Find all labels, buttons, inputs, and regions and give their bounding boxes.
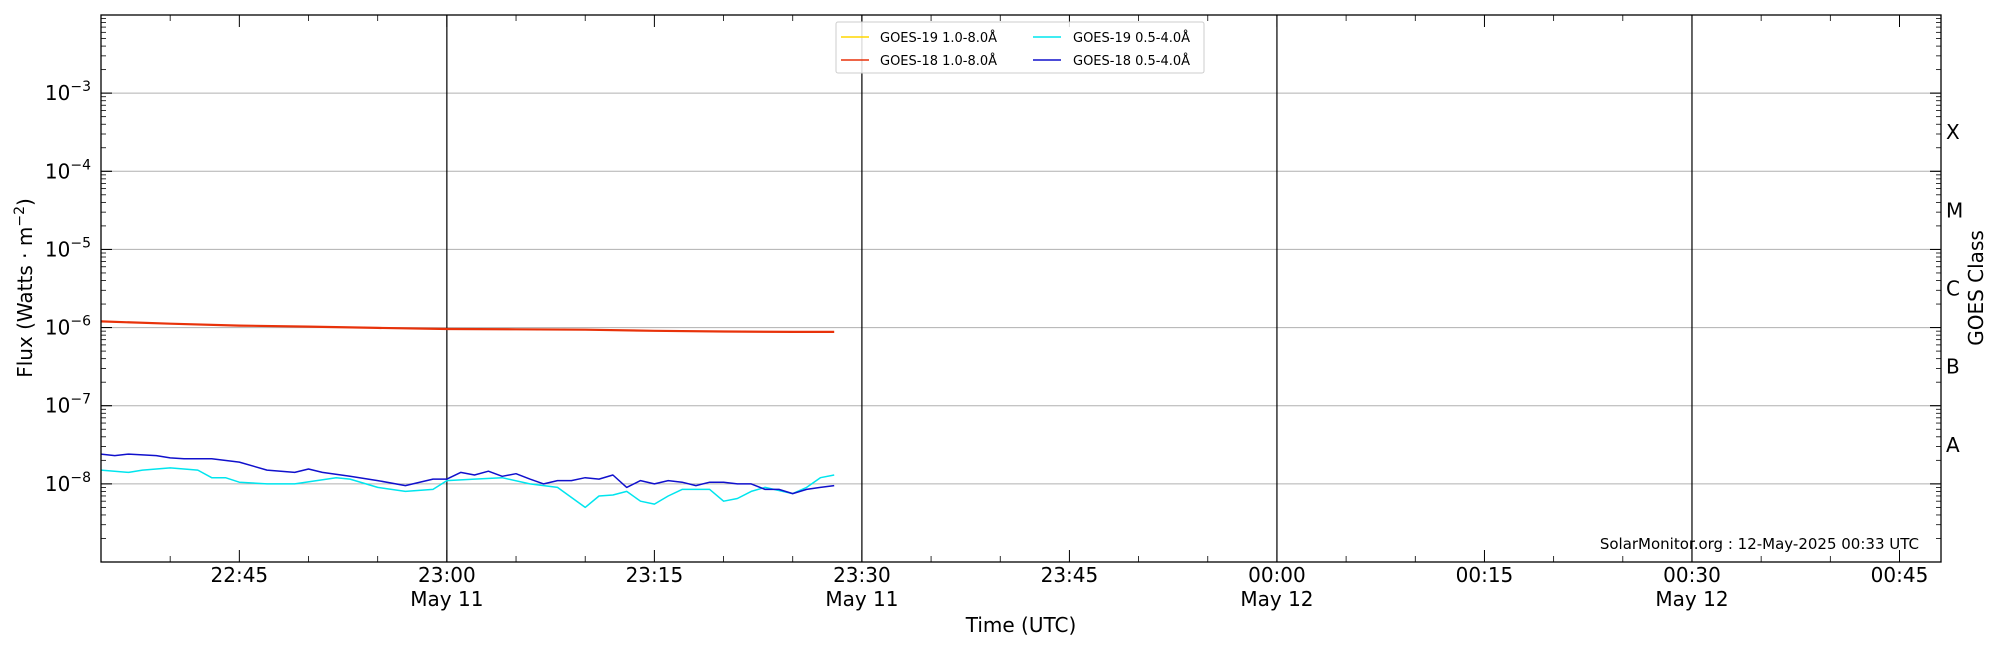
plot-frame bbox=[100, 14, 1942, 563]
legend-label-goes18-long: GOES-18 1.0-8.0Å bbox=[880, 53, 997, 69]
series-layer bbox=[100, 320, 835, 509]
goes-class-label: C bbox=[1946, 277, 1960, 301]
legend-label-goes19-short: GOES-19 0.5-4.0Å bbox=[1073, 30, 1190, 46]
right-axis-title: GOES Class bbox=[1964, 230, 1988, 346]
goes-class-label: X bbox=[1946, 120, 1960, 144]
goes-class-label: M bbox=[1946, 198, 1963, 222]
x-tick-label: 00:15 bbox=[1456, 563, 1514, 587]
series-line-3 bbox=[100, 453, 835, 495]
y-axis-title-close: ) bbox=[13, 198, 37, 206]
x-tick-label: 00:00 bbox=[1248, 563, 1306, 587]
y-tick-label: 10−4 bbox=[45, 157, 91, 183]
x-tick-label: 23:15 bbox=[626, 563, 684, 587]
y-axis-title-sup: −2 bbox=[12, 206, 28, 227]
legend-label-goes19-long: GOES-19 1.0-8.0Å bbox=[880, 30, 997, 46]
tick-layer bbox=[100, 15, 1941, 563]
x-tick-date-label: May 12 bbox=[1655, 587, 1728, 611]
x-tick-date-label: May 11 bbox=[410, 587, 483, 611]
series-line-2 bbox=[100, 467, 835, 509]
y-tick-label: 10−8 bbox=[45, 470, 91, 496]
y-tick-label: 10−5 bbox=[45, 235, 91, 261]
y-axis-title-main: Flux (Watts · m bbox=[13, 227, 37, 378]
y-tick-label: 10−7 bbox=[45, 392, 91, 418]
x-tick-label: 23:00 bbox=[418, 563, 476, 587]
x-tick-label: 22:45 bbox=[211, 563, 269, 587]
x-tick-date-label: May 11 bbox=[825, 587, 898, 611]
x-tick-label: 23:30 bbox=[833, 563, 891, 587]
series-line-1 bbox=[100, 320, 835, 333]
y-tick-label: 10−3 bbox=[45, 79, 91, 105]
goes-class-label: A bbox=[1946, 433, 1960, 457]
x-tick-label: 00:45 bbox=[1871, 563, 1929, 587]
credit-text: SolarMonitor.org : 12-May-2025 00:33 UTC bbox=[1600, 535, 1919, 553]
x-tick-label: 23:45 bbox=[1041, 563, 1099, 587]
y-axis-title: Flux (Watts · m−2) bbox=[12, 198, 37, 378]
legend-label-goes18-short: GOES-18 0.5-4.0Å bbox=[1073, 53, 1190, 69]
x-tick-date-label: May 12 bbox=[1240, 587, 1313, 611]
legend-box bbox=[835, 21, 1205, 74]
legend: GOES-19 1.0-8.0Å GOES-18 1.0-8.0Å GOES-1… bbox=[835, 21, 1205, 74]
y-tick-label: 10−6 bbox=[45, 314, 91, 340]
vertical-lines-layer bbox=[446, 15, 1693, 562]
x-tick-label: 00:30 bbox=[1663, 563, 1721, 587]
goes-class-label: B bbox=[1946, 355, 1960, 379]
x-axis-title: Time (UTC) bbox=[965, 613, 1077, 637]
